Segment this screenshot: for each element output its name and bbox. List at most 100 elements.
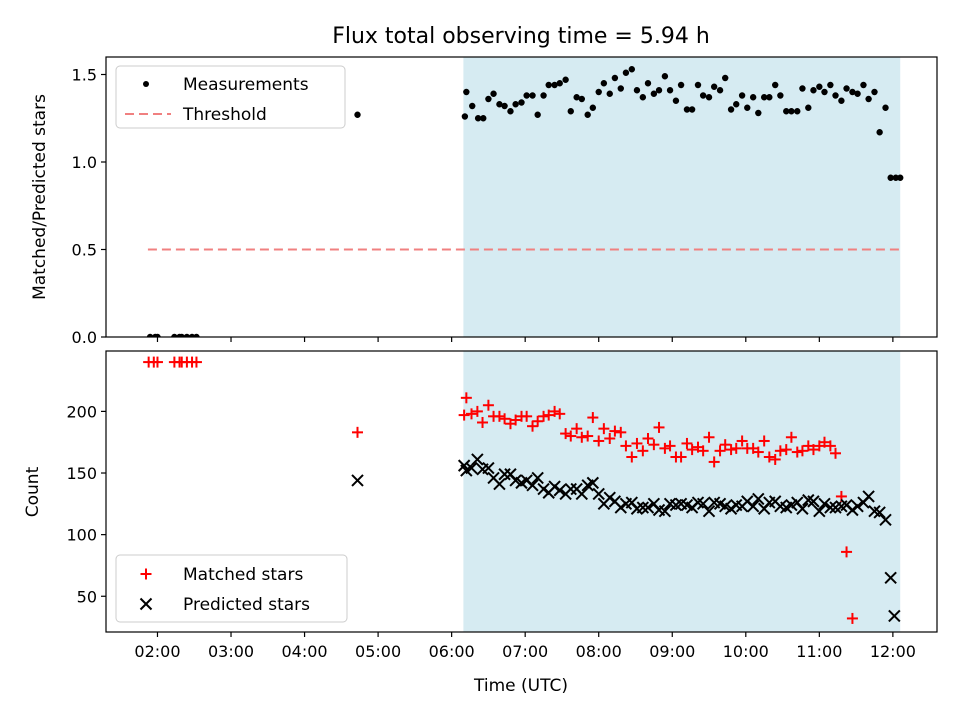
- bottom-y-tick-label: 200: [66, 402, 97, 421]
- x-tick-label: 03:00: [208, 642, 254, 661]
- bottom-y-axis-label: Count: [23, 466, 43, 517]
- matched-star-point: [752, 446, 764, 458]
- matched-star-point: [626, 451, 638, 463]
- measurement-point: [490, 90, 497, 97]
- predicted-star-point-b: [774, 500, 787, 513]
- predicted-star-point: [813, 505, 826, 518]
- matched-star-point: [824, 440, 836, 452]
- predicted-star-point: [884, 571, 897, 584]
- measurement-point: [183, 333, 191, 337]
- matched-star-point: [774, 445, 786, 457]
- top-plot: 0.0 0.5 1.0 1.5 Measurements Threshold: [72, 56, 938, 347]
- predicted-star-point-b: [791, 496, 804, 509]
- predicted-star-point-b: [884, 571, 897, 584]
- predicted-star-point: [807, 495, 820, 508]
- measurement-point: [694, 81, 702, 89]
- top-y-axis-label: Matched/Predicted stars: [30, 94, 50, 300]
- predicted-star-point-b: [796, 502, 809, 515]
- predicted-star-point-b: [730, 498, 743, 512]
- measurement-point: [611, 74, 619, 82]
- predicted-star-point-b: [807, 495, 820, 508]
- matched-star-point: [482, 399, 494, 411]
- measurement-point: [622, 69, 630, 76]
- top-y-tick-label: 0.0: [72, 328, 97, 347]
- bottom-y-tick-label: 100: [66, 526, 97, 545]
- predicted-star-point: [548, 480, 561, 493]
- measurement-point: [650, 90, 658, 97]
- x-tick-label: 07:00: [502, 642, 548, 661]
- predicted-star-point-b: [586, 476, 600, 490]
- matched-star-point: [708, 456, 720, 468]
- predicted-star-point-b: [498, 468, 511, 481]
- x-tick-label: 11:00: [796, 642, 842, 661]
- matched-star-point: [675, 451, 687, 463]
- measurement-point: [777, 92, 784, 99]
- matched-star-point: [791, 446, 803, 458]
- matched-star-point: [543, 409, 555, 421]
- matched-star-point: [758, 435, 770, 447]
- measurement-point: [810, 87, 817, 94]
- matched-star-point: [818, 436, 830, 448]
- measurement-point: [661, 73, 669, 80]
- predicted-star-point: [482, 461, 495, 475]
- predicted-star-point-b: [465, 461, 478, 475]
- predicted-star-point: [471, 453, 484, 466]
- predicted-star-point: [746, 500, 760, 513]
- predicted-star-point-b: [680, 498, 694, 512]
- x-tick-label: 04:00: [282, 642, 328, 661]
- measurement-point: [766, 94, 773, 101]
- predicted-star-point: [493, 477, 506, 491]
- legend-measurements-label: Measurements: [183, 75, 309, 95]
- predicted-star-point: [846, 503, 859, 517]
- predicted-star-point-b: [548, 480, 561, 493]
- matched-star-point: [352, 426, 364, 438]
- predicted-star-point-b: [537, 482, 550, 496]
- measurement-point: [821, 88, 828, 96]
- legend-predicted-marker-b: [139, 597, 153, 611]
- measurement-point: [788, 108, 795, 115]
- matched-star-point: [697, 445, 709, 457]
- top-frame: [105, 56, 938, 338]
- measurement-point: [876, 129, 883, 136]
- predicted-star-point-b: [862, 490, 875, 503]
- matched-star-point: [653, 421, 665, 433]
- measurement-point: [501, 102, 508, 110]
- predicted-star-point-b: [647, 497, 661, 511]
- measurement-point: [171, 333, 178, 337]
- predicted-star-point-b: [713, 497, 727, 511]
- matched-star-point: [637, 445, 649, 457]
- measurement-point: [534, 111, 541, 118]
- predicted-star-point-b: [702, 505, 716, 518]
- x-tick-label: 09:00: [649, 642, 695, 661]
- measurement-point: [705, 94, 713, 101]
- matched-star-point: [615, 426, 627, 438]
- bottom-y-tick-label: 50: [77, 587, 97, 606]
- predicted-star-point: [879, 513, 892, 527]
- matched-star-point: [703, 431, 715, 443]
- predicted-star-point: [641, 501, 655, 514]
- measurement-point: [854, 90, 861, 97]
- top-y-tick-label: 0.5: [72, 241, 97, 260]
- bottom-legend: Matched stars Predicted stars: [115, 554, 348, 623]
- predicted-star-point-b: [718, 500, 732, 513]
- predicted-star-point: [824, 501, 837, 514]
- matched-star-point: [510, 414, 522, 426]
- predicted-star-point-b: [873, 506, 886, 519]
- predicted-star-point-b: [818, 497, 831, 511]
- predicted-star-point-b: [746, 500, 760, 513]
- predicted-star-point: [575, 487, 589, 501]
- measurement-point: [545, 81, 552, 89]
- matched-star-point: [763, 451, 775, 463]
- predicted-star-point: [851, 500, 864, 513]
- top-y-tick-label: 1.0: [72, 153, 97, 172]
- bottom-content: [143, 356, 901, 624]
- predicted-star-point-b: [724, 502, 738, 515]
- measurement-point: [832, 92, 839, 99]
- measurement-point: [699, 92, 707, 99]
- matched-star-point: [598, 423, 610, 435]
- predicted-star-point-b: [674, 497, 688, 511]
- predicted-star-point: [351, 474, 364, 487]
- predicted-star-point-b: [888, 609, 901, 623]
- matched-star-point: [477, 416, 489, 428]
